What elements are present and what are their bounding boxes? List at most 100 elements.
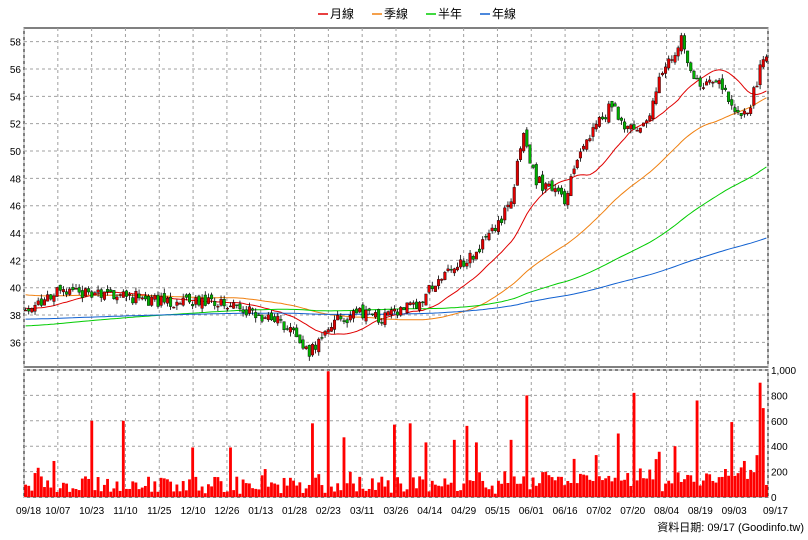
volume-bar bbox=[355, 491, 359, 497]
candle-up bbox=[474, 251, 478, 260]
candle-up bbox=[30, 308, 34, 313]
candle-up bbox=[452, 268, 456, 274]
volume-bar bbox=[115, 481, 119, 497]
candle-up bbox=[276, 316, 280, 324]
candle-up bbox=[263, 317, 267, 319]
candle-down bbox=[238, 303, 242, 310]
candle-down bbox=[147, 296, 151, 306]
volume-bar bbox=[71, 488, 75, 497]
volume-bar bbox=[121, 420, 125, 497]
volume-bar bbox=[446, 484, 450, 497]
candle-down bbox=[556, 187, 560, 192]
date-tick-label: 09/18 bbox=[16, 506, 41, 517]
volume-bar bbox=[80, 478, 84, 497]
candle-down bbox=[727, 91, 731, 102]
volume-bar bbox=[456, 490, 459, 497]
candle-up bbox=[575, 159, 579, 168]
candle-down bbox=[623, 121, 627, 130]
date-tick-label: 10/07 bbox=[45, 506, 70, 517]
candle-down bbox=[613, 103, 617, 107]
volume-bar bbox=[194, 476, 198, 497]
volume-axis: 0 200 400 600 800 1,000 bbox=[771, 366, 796, 504]
candle-up bbox=[746, 112, 750, 115]
date-tick-label: 10/23 bbox=[79, 506, 104, 517]
date-tick-label: 12/26 bbox=[214, 506, 239, 517]
volume-bar bbox=[415, 488, 418, 497]
volume-bar bbox=[512, 476, 516, 497]
candle-down bbox=[563, 191, 567, 205]
candle-up bbox=[128, 294, 132, 296]
volume-bar bbox=[24, 484, 27, 497]
candle-up bbox=[664, 66, 668, 74]
legend-item: 年線 bbox=[492, 6, 516, 21]
volume-bar bbox=[730, 422, 734, 497]
volume-bar bbox=[686, 474, 690, 497]
candle-up bbox=[178, 303, 182, 305]
date-tick-label: 07/20 bbox=[620, 506, 645, 517]
volume-bar bbox=[137, 489, 141, 497]
candle-up bbox=[83, 288, 87, 297]
volume-bar bbox=[664, 483, 667, 497]
candle-up bbox=[374, 312, 378, 318]
legend-item: 季線 bbox=[384, 6, 408, 21]
volume-bar bbox=[591, 481, 595, 497]
candle-down bbox=[143, 295, 147, 300]
candle-down bbox=[525, 129, 529, 147]
price-tick-label: 56 bbox=[10, 65, 22, 76]
price-tick-label: 40 bbox=[10, 284, 22, 295]
volume-bar bbox=[452, 439, 456, 497]
volume-bar bbox=[433, 484, 437, 497]
candle-up bbox=[708, 79, 712, 83]
volume-bar bbox=[49, 487, 53, 497]
candle-down bbox=[273, 316, 277, 322]
volume-bar bbox=[159, 477, 163, 497]
volume-bar bbox=[90, 420, 94, 497]
candle-down bbox=[241, 309, 245, 313]
date-tick-label: 02/23 bbox=[316, 506, 341, 517]
candle-up bbox=[437, 279, 441, 287]
price-tick-label: 54 bbox=[10, 92, 22, 103]
candle-down bbox=[736, 110, 740, 113]
candle-up bbox=[165, 297, 169, 304]
price-grid bbox=[23, 28, 769, 367]
candle-down bbox=[90, 291, 94, 298]
candle-down bbox=[449, 269, 453, 271]
volume-bar bbox=[288, 477, 292, 497]
volume-bar bbox=[765, 484, 768, 497]
price-tick-label: 58 bbox=[10, 38, 22, 49]
candle-down bbox=[695, 77, 699, 80]
volume-bar bbox=[572, 458, 576, 497]
volume-bar bbox=[143, 485, 147, 497]
candle-up bbox=[459, 259, 463, 268]
candle-down bbox=[604, 117, 608, 120]
volume-bar bbox=[222, 491, 226, 497]
volume-bar bbox=[386, 480, 390, 497]
volume-bar bbox=[437, 485, 440, 497]
candle-up bbox=[654, 91, 658, 104]
candle-down bbox=[184, 294, 188, 298]
date-tick-label: 01/28 bbox=[282, 506, 307, 517]
candle-up bbox=[266, 314, 270, 320]
candle-down bbox=[720, 78, 724, 90]
volume-bar bbox=[178, 491, 182, 497]
candle-up bbox=[24, 309, 28, 312]
volume-bar bbox=[752, 472, 756, 497]
candle-up bbox=[629, 124, 633, 130]
volume-bar bbox=[411, 477, 415, 497]
candle-up bbox=[648, 115, 652, 121]
candle-down bbox=[269, 312, 273, 321]
date-tick-label: 06/16 bbox=[553, 506, 578, 517]
volume-bar bbox=[582, 474, 585, 497]
volume-bar bbox=[424, 442, 428, 497]
candle-up bbox=[118, 294, 122, 296]
volume-bar bbox=[544, 471, 548, 497]
candle-up bbox=[351, 310, 355, 319]
ma-line bbox=[25, 166, 767, 327]
volume-bar bbox=[270, 482, 273, 497]
volume-bar bbox=[68, 491, 72, 497]
volume-bar bbox=[96, 477, 100, 497]
volume-bar bbox=[370, 478, 374, 497]
volume-bar bbox=[616, 433, 620, 497]
volume-bar bbox=[292, 480, 295, 497]
candle-up bbox=[537, 176, 541, 184]
